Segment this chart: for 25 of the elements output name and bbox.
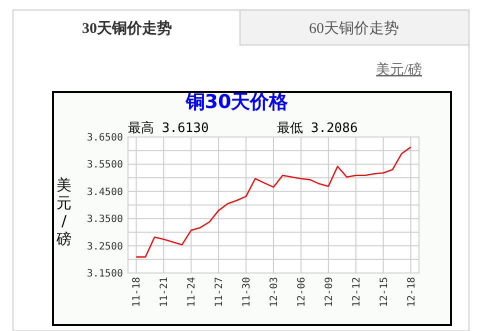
text: 30天铜价走势 [82,20,172,37]
x-tick-label: 11-24 [186,277,198,308]
text: 60天铜价走势 [309,20,399,37]
y-tick-label: 3.2500 [86,241,123,252]
x-tick-label: 11-30 [242,277,253,308]
x-tick-label: 12-18 [406,277,418,308]
x-tick-label: 11-27 [214,277,226,308]
text: 美元/磅 [376,62,422,78]
y-tick-label: 3.4500 [86,186,123,198]
line-series [136,146,412,258]
y-tick-label: 3.3500 [86,214,123,226]
text: 最低 3.2086 [277,121,358,136]
x-tick-label: 12-12 [351,277,362,308]
x-tick-label: 11-21 [159,277,170,308]
chart-title: 铜30天价格 [184,91,290,113]
x-tick-label: 12-06 [296,277,308,308]
text: 最高 3.6130 [128,120,209,136]
x-tick-label: 12-09 [324,277,335,308]
x-tick-label: 11-18 [132,277,143,308]
y-tick-label: 3.5500 [86,160,123,171]
y-tick-label: 3.6500 [86,132,123,144]
x-tick-label: 12-15 [378,277,390,308]
y-tick-label: 3.1500 [86,268,123,280]
x-tick-label: 12-03 [269,277,280,308]
y-axis-title: 美元/磅 [56,176,72,248]
